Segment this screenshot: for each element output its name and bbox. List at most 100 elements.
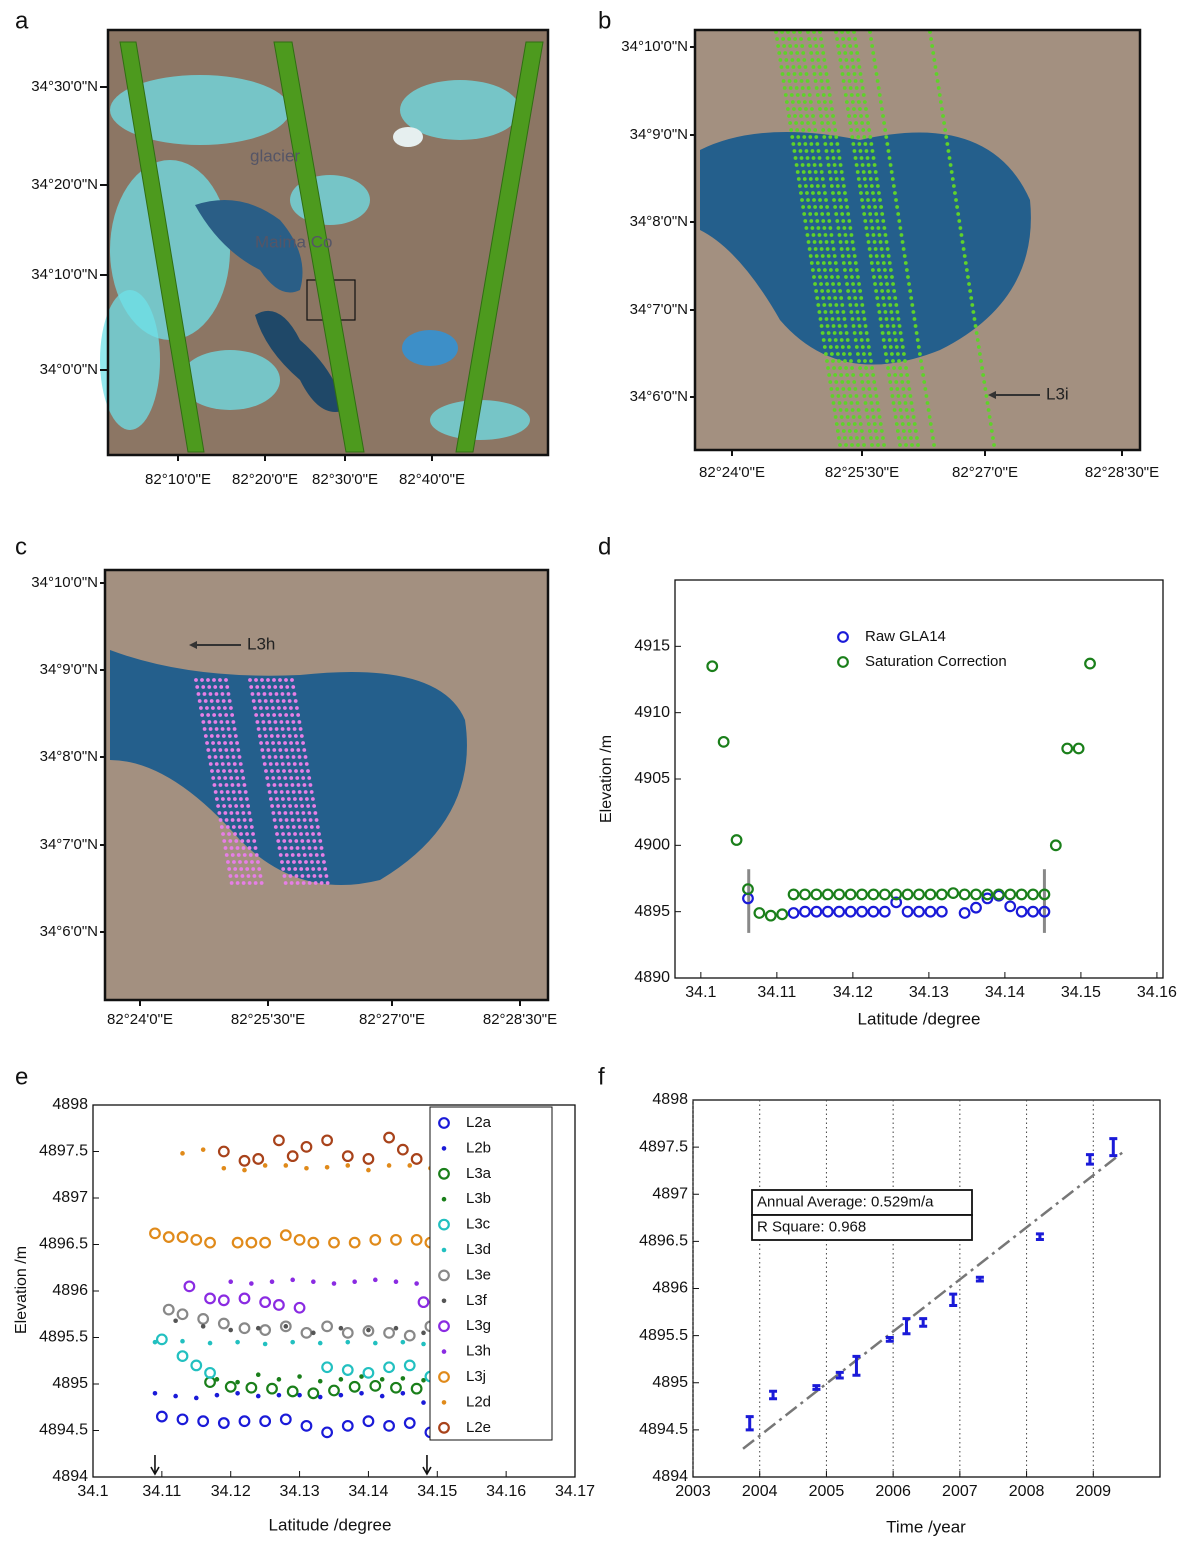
- track-point: [826, 254, 831, 258]
- track-point: [811, 233, 816, 237]
- map-annotation: glacier: [250, 146, 300, 165]
- track-point: [259, 881, 264, 885]
- track-point: [307, 846, 312, 850]
- track-point: [227, 699, 232, 703]
- track-point: [290, 783, 295, 787]
- track-point: [226, 727, 231, 731]
- track-point: [224, 713, 229, 717]
- track-point: [840, 345, 845, 349]
- track-point: [904, 443, 908, 447]
- point: [252, 1153, 265, 1165]
- track-point: [895, 310, 900, 314]
- point: [176, 1350, 189, 1362]
- point: [421, 1330, 426, 1336]
- annotation: Annual Average: 0.529m/a: [757, 1193, 934, 1210]
- track-point: [882, 268, 887, 272]
- track-point: [813, 79, 818, 83]
- lake: [393, 127, 423, 147]
- track-point: [862, 212, 867, 216]
- point: [259, 1415, 272, 1428]
- track-point: [909, 436, 913, 440]
- point: [279, 1320, 292, 1333]
- track-point: [840, 303, 845, 307]
- track-point: [290, 853, 295, 857]
- track-point: [825, 324, 830, 328]
- track-point: [314, 818, 319, 822]
- track-point: [212, 783, 217, 787]
- track-point: [838, 408, 843, 412]
- track-point: [229, 776, 234, 780]
- track-point: [809, 142, 814, 146]
- track-point: [893, 415, 898, 419]
- track-point: [841, 310, 846, 314]
- track-point: [304, 762, 309, 766]
- track-point: [302, 748, 307, 752]
- point: [255, 1372, 261, 1377]
- track-point: [850, 366, 854, 370]
- track-point: [839, 296, 844, 300]
- track-point: [885, 359, 889, 363]
- lake: [195, 200, 303, 293]
- track-point: [851, 415, 856, 419]
- track-point: [817, 191, 821, 195]
- track-point: [821, 261, 826, 265]
- point: [321, 1320, 334, 1333]
- track-point: [822, 135, 827, 139]
- track-point: [829, 142, 834, 146]
- track-point: [788, 121, 793, 125]
- track-point: [297, 720, 302, 724]
- track-point: [849, 310, 854, 314]
- track-point: [308, 818, 313, 822]
- track-point: [795, 128, 800, 132]
- track-point: [295, 881, 300, 885]
- track-point: [786, 107, 790, 111]
- track-point: [969, 296, 974, 300]
- point: [359, 1374, 364, 1379]
- track-point: [886, 366, 890, 370]
- track-point: [893, 191, 897, 195]
- point: [706, 660, 719, 673]
- track-point: [870, 44, 875, 48]
- track-point: [898, 408, 903, 412]
- track-point: [219, 720, 224, 724]
- track-point: [274, 692, 279, 696]
- track-point: [288, 804, 293, 808]
- track-point: [286, 727, 291, 731]
- track-point: [989, 429, 994, 433]
- track-point: [215, 699, 220, 703]
- track-point: [859, 373, 864, 377]
- error-bar: [812, 1384, 821, 1391]
- track-point: [255, 720, 260, 724]
- track-point: [983, 387, 988, 391]
- track-point: [223, 741, 227, 745]
- track-point: [799, 37, 803, 41]
- track-point: [830, 240, 835, 244]
- track-point: [807, 37, 811, 41]
- track-point: [803, 219, 808, 223]
- track-point: [203, 699, 208, 703]
- map-annotation: L3h: [247, 634, 275, 653]
- map-x-label: 82°10'0"E: [145, 471, 211, 488]
- x-axis-label: Latitude /degree: [858, 1009, 981, 1028]
- track-point: [844, 331, 849, 335]
- track-point: [821, 296, 826, 300]
- track-point: [821, 128, 826, 132]
- track-point: [783, 93, 788, 97]
- track-point: [857, 184, 862, 188]
- track-point: [776, 44, 781, 48]
- track-point: [315, 825, 320, 829]
- track-point: [806, 240, 811, 244]
- track-point: [841, 79, 846, 83]
- point: [821, 905, 834, 918]
- track-point: [221, 734, 226, 738]
- track-point: [881, 261, 886, 265]
- point: [1027, 888, 1039, 901]
- track-point: [829, 233, 834, 237]
- track-point: [878, 422, 883, 426]
- track-point: [809, 261, 814, 265]
- track-point: [205, 741, 209, 745]
- track-point: [908, 394, 913, 398]
- track-point: [881, 219, 886, 223]
- track-point: [285, 685, 290, 689]
- track-point: [299, 734, 304, 738]
